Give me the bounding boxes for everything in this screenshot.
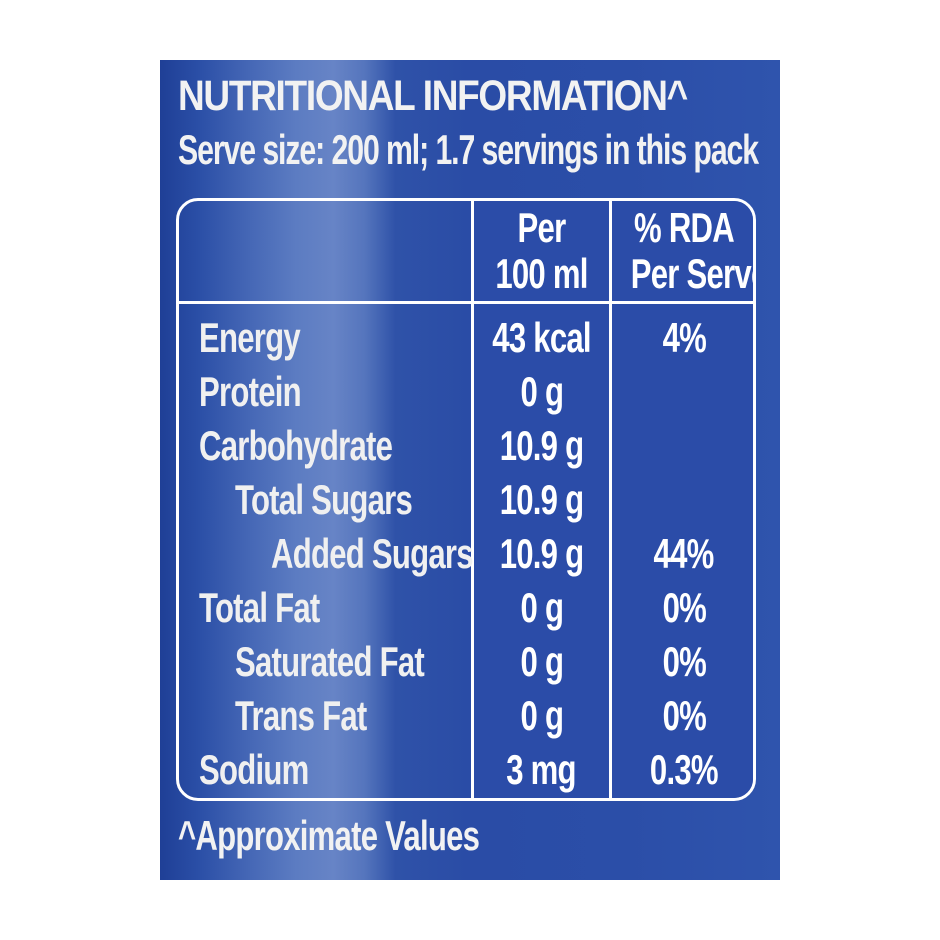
approximate-values-footnote: ^Approximate Values [178,812,480,859]
per-100ml-value: 0 g [520,638,563,685]
table-row-total-fat: Total Fat 0 g 0% [179,581,753,635]
nutrition-table: Per 100 ml % RDA Per Serve Energy 43 kca… [176,198,756,801]
rda-value [612,365,753,419]
value-columns-background [474,201,753,798]
header-rda-per-serve: % RDA Per Serve [612,204,756,297]
nutrient-label: Protein [199,368,302,415]
rda-value [612,419,753,473]
rda-value: 0% [662,584,706,631]
per-100ml-value: 10.9 g [499,476,584,523]
nutrient-label: Total Fat [199,584,320,631]
nutrient-label: Total Sugars [235,476,413,523]
serving-size-text: Serve size: 200 ml; 1.7 servings in this… [178,126,759,173]
table-row-protein: Protein 0 g [179,365,753,419]
table-body: Energy 43 kcal 4% Protein 0 g Carbohydra… [179,311,753,797]
nutrient-label: Sodium [199,746,309,793]
per-100ml-value: 43 kcal [492,314,591,361]
table-row-total-sugars: Total Sugars 10.9 g [179,473,753,527]
rda-value: 0% [662,638,706,685]
rda-value [612,473,753,527]
rda-value: 0% [662,692,706,739]
table-row-sodium: Sodium 3 mg 0.3% [179,743,753,797]
table-row-added-sugars: Added Sugars 10.9 g 44% [179,527,753,581]
nutrient-label: Energy [199,314,301,361]
label-title: NUTRITIONAL INFORMATION^ [178,72,688,120]
per-100ml-value: 10.9 g [499,530,584,577]
nutrient-label: Trans Fat [235,692,367,739]
nutrient-label: Carbohydrate [199,422,393,469]
rda-value: 4% [662,314,706,361]
nutrient-label: Added Sugars [271,530,474,577]
rda-value: 0.3% [650,746,719,793]
header-divider [179,301,753,304]
per-100ml-value: 0 g [520,692,563,739]
table-row-carbohydrate: Carbohydrate 10.9 g [179,419,753,473]
table-row-energy: Energy 43 kcal 4% [179,311,753,365]
per-100ml-value: 3 mg [506,746,577,793]
header-per-100ml-line2: 100 ml [495,250,588,297]
header-rda-line1: % RDA [634,204,735,251]
column-divider-2 [609,201,612,798]
column-divider-1 [471,201,474,798]
per-100ml-value: 10.9 g [499,422,584,469]
nutrient-label: Saturated Fat [235,638,425,685]
header-per-100ml-line1: Per [517,204,567,251]
table-row-saturated-fat: Saturated Fat 0 g 0% [179,635,753,689]
per-100ml-value: 0 g [520,584,563,631]
per-100ml-value: 0 g [520,368,563,415]
table-row-trans-fat: Trans Fat 0 g 0% [179,689,753,743]
nutrition-label-panel: NUTRITIONAL INFORMATION^ Serve size: 200… [160,60,780,880]
rda-value: 44% [654,530,715,577]
header-per-100ml: Per 100 ml [474,205,609,297]
header-rda-line2: Per Serve [630,250,756,297]
